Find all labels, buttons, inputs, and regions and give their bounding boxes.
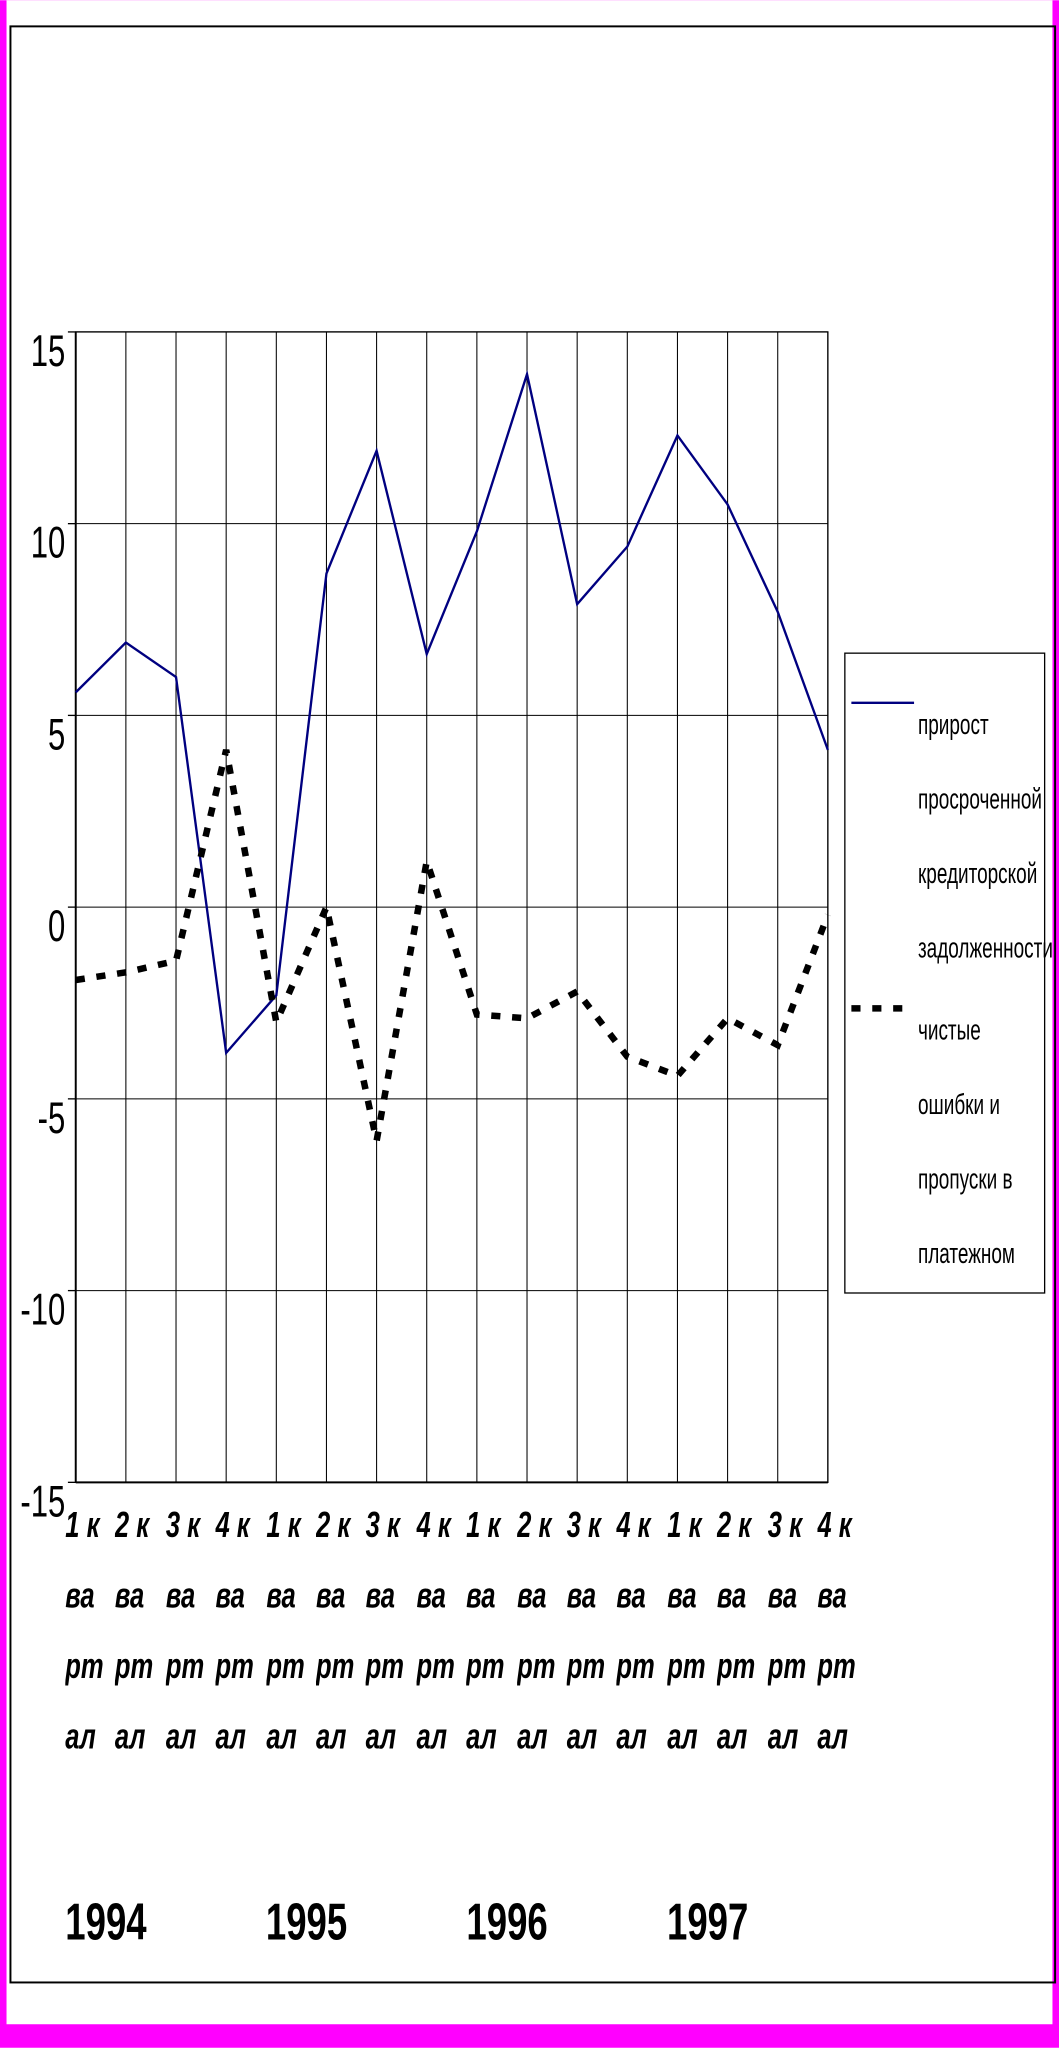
slide-border — [9, 25, 1057, 1984]
x-tick-label-box: 3 квартал — [767, 1504, 806, 1757]
x-tick-label-box: 1 квартал — [666, 1504, 706, 1757]
x-tick-label: 4 квартал — [416, 1504, 455, 1757]
legend-label: прирост просроченной кредиторской задолж… — [917, 707, 1053, 964]
x-tick-label: 2 квартал — [316, 1504, 355, 1757]
x-tick-label: 2 квартал — [115, 1504, 154, 1757]
x-tick-label: 3 квартал — [165, 1504, 204, 1757]
y-tick-label: 10 — [31, 518, 66, 568]
x-tick-label-box: 2 квартал — [516, 1504, 555, 1757]
x-tick-label-box: 2 квартал — [115, 1504, 154, 1757]
legend-label: чистые ошибки и пропуски в платежном бал… — [917, 1013, 1015, 1270]
x-tick-label-box: 3 квартал — [165, 1504, 204, 1757]
y-tick-label: 0 — [48, 902, 65, 952]
year-label: 1994 — [65, 1892, 146, 1951]
y-tick-label: -5 — [38, 1093, 66, 1143]
x-tick-label: 1 квартал — [466, 1504, 505, 1757]
x-tick-label-box: 2 квартал — [717, 1504, 756, 1757]
x-tick-label: 1 квартал — [265, 1504, 305, 1757]
x-tick-label-box: 1 квартал — [65, 1504, 104, 1757]
x-tick-label: 3 квартал — [767, 1504, 806, 1757]
year-label: 1995 — [266, 1892, 347, 1951]
series-line — [75, 749, 831, 1142]
x-tick-label-box: 2 квартал — [316, 1504, 355, 1757]
x-tick-label-box: 1 квартал — [466, 1504, 505, 1757]
x-tick-label-box: 4 квартал — [416, 1504, 455, 1757]
x-tick-label: 2 квартал — [516, 1504, 555, 1757]
x-tick-label: 3 квартал — [366, 1504, 405, 1757]
x-tick-label: 4 квартал — [215, 1504, 255, 1757]
x-tick-label-box: 4 квартал — [616, 1504, 656, 1757]
y-tick-label: 15 — [31, 326, 66, 376]
x-tick-label: 3 квартал — [566, 1504, 606, 1757]
year-label: 1996 — [466, 1892, 547, 1951]
x-tick-label: 4 квартал — [616, 1504, 656, 1757]
x-tick-label: 2 квартал — [717, 1504, 756, 1757]
x-tick-label-box: 1 квартал — [265, 1504, 305, 1757]
x-tick-label-box: 3 квартал — [566, 1504, 606, 1757]
y-tick-label: -10 — [20, 1285, 65, 1335]
x-tick-label: 4 квартал — [817, 1504, 856, 1757]
y-tick-label: -15 — [20, 1477, 65, 1527]
series-line — [74, 369, 829, 1056]
y-tick-label: 5 — [48, 710, 65, 760]
year-label: 1997 — [667, 1892, 748, 1951]
legend-label-box: чистые ошибки и пропуски в платежном бал… — [917, 1013, 1015, 1270]
x-tick-label: 1 квартал — [666, 1504, 706, 1757]
x-tick-label-box: 3 квартал — [366, 1504, 405, 1757]
legend-label-box: прирост просроченной кредиторской задолж… — [917, 707, 1053, 964]
x-tick-label-box: 4 квартал — [817, 1504, 856, 1757]
x-tick-label-box: 4 квартал — [215, 1504, 255, 1757]
legend-box — [844, 652, 1046, 1294]
x-tick-label: 1 квартал — [65, 1504, 104, 1757]
